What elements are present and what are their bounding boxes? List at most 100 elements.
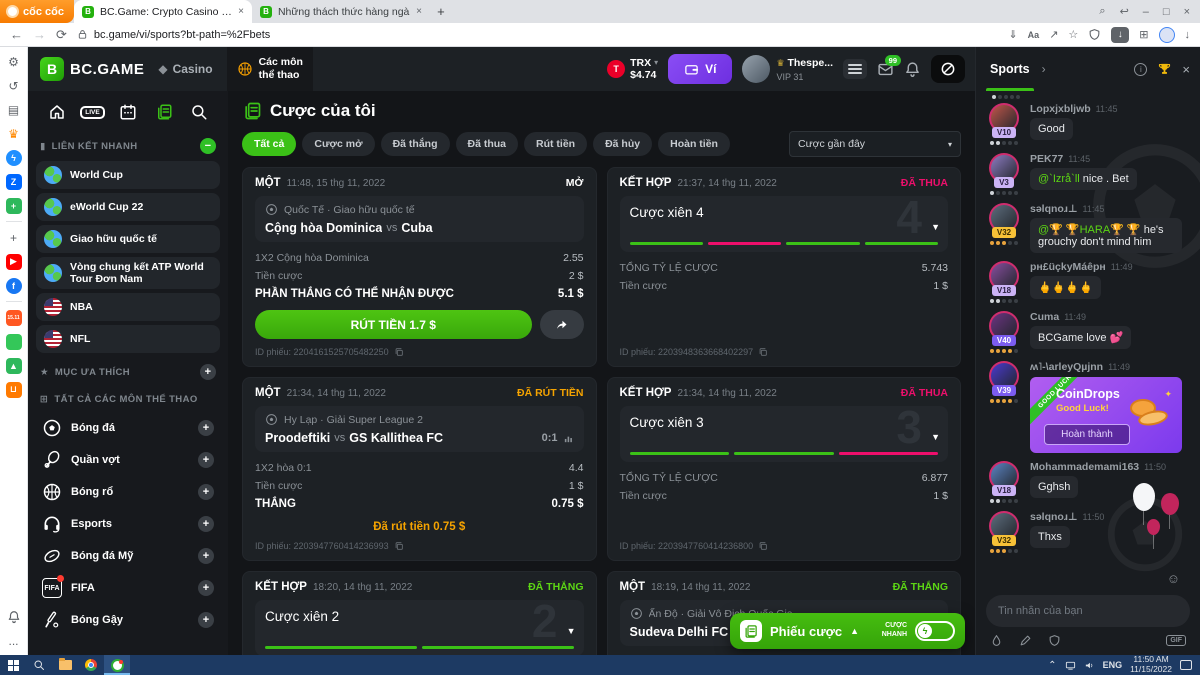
share-bet-button[interactable] — [539, 310, 584, 339]
filter-tab-2[interactable]: Đã thắng — [380, 132, 450, 156]
expand-caret-icon[interactable]: ▼ — [931, 432, 940, 442]
bet-card-3[interactable]: KẾT HỢP 21:34, 14 thg 11, 2022 ĐÃ THUA Cư… — [606, 377, 961, 561]
chat-bubble[interactable]: BCGame love 💕 — [1030, 326, 1132, 349]
copy-icon[interactable] — [394, 347, 404, 357]
copy-icon[interactable] — [394, 541, 404, 551]
chat-toggle-button[interactable] — [931, 55, 965, 83]
parlay-box[interactable]: Cược xiên 3 3 ▼ — [619, 401, 948, 462]
clock[interactable]: 11:50 AM 11/15/2022 — [1130, 654, 1172, 674]
chrome-button[interactable] — [78, 655, 104, 675]
expand-icon[interactable]: + — [198, 484, 214, 500]
facebook-icon[interactable]: f — [5, 277, 22, 294]
filter-tab-4[interactable]: Rút tiền — [524, 132, 588, 156]
sidebar-home-icon[interactable] — [46, 101, 68, 123]
extensions-icon[interactable]: ⊞ — [1139, 29, 1149, 41]
download-active-icon[interactable]: ↓ — [1111, 26, 1130, 43]
filter-tab-6[interactable]: Hoàn tiền — [658, 132, 730, 156]
filter-tab-5[interactable]: Đã hủy — [593, 132, 653, 156]
tab-close-icon[interactable]: × — [416, 6, 422, 17]
emoji-icon[interactable]: ☺ — [1166, 571, 1180, 586]
bet-card-4[interactable]: KẾT HỢP 18:20, 14 thg 11, 2022 ĐÃ THẮNG C… — [242, 571, 597, 655]
copy-icon[interactable] — [758, 541, 768, 551]
forward-button[interactable]: → — [33, 27, 46, 42]
rain-icon[interactable] — [990, 634, 1003, 647]
education-icon[interactable]: ▲ — [5, 357, 22, 374]
info-icon[interactable]: i — [1134, 62, 1148, 76]
zalo-icon[interactable]: Z — [5, 173, 22, 190]
reader-icon[interactable]: ▤ — [7, 102, 20, 117]
expand-icon[interactable]: + — [198, 452, 214, 468]
chevron-right-icon[interactable]: › — [1041, 62, 1046, 76]
gamepad-icon[interactable]: + — [5, 197, 22, 214]
battery-icon[interactable] — [5, 333, 22, 350]
gif-icon[interactable]: GIF — [1166, 635, 1186, 646]
expand-icon[interactable]: + — [198, 580, 214, 596]
network-icon[interactable] — [1065, 660, 1076, 671]
sidebar-live-icon[interactable]: LIVE — [80, 101, 105, 123]
match-box[interactable]: Hy Lạp · Giải Super League 2 Proodeftiki… — [255, 406, 584, 452]
cart-icon[interactable]: ⊔ — [5, 381, 22, 398]
sale-15-11-icon[interactable]: 15.11 — [5, 309, 22, 326]
menu-button[interactable] — [843, 59, 867, 79]
chat-bubble[interactable]: Thxs — [1030, 526, 1070, 548]
window-maximize-button[interactable]: □ — [1162, 5, 1170, 18]
bet-card-2[interactable]: MỘT 21:34, 14 thg 11, 2022 ĐÃ RÚT TIỀN Hy… — [242, 377, 597, 561]
quick-link-1[interactable]: eWorld Cup 22 — [36, 193, 220, 221]
add-icon[interactable]: + — [9, 230, 17, 245]
coccoc-button[interactable] — [104, 655, 130, 675]
stats-icon[interactable] — [563, 433, 574, 444]
chat-bubble[interactable]: @`Izrå`ll nice . Bet — [1030, 168, 1137, 190]
expand-icon[interactable]: + — [198, 612, 214, 628]
reload-button[interactable]: ⟳ — [56, 26, 67, 42]
trophy-icon[interactable] — [1157, 62, 1172, 77]
add-favorite-button[interactable]: + — [200, 364, 216, 380]
translate-icon[interactable]: Aa — [1027, 29, 1040, 40]
taskbar-search-button[interactable] — [26, 655, 52, 675]
parlay-box[interactable]: Cược xiên 2 2 ▼ — [255, 595, 584, 655]
sidebar-sport-0[interactable]: Bóng đá + — [36, 412, 220, 444]
match-box[interactable]: Quốc Tế · Giao hữu quốc tế Cộng hòa Domi… — [255, 196, 584, 242]
coindrops-claim-button[interactable]: Hoàn thành — [1044, 424, 1130, 445]
window-close-button[interactable]: × — [1183, 5, 1190, 18]
collapse-button[interactable]: − — [200, 138, 216, 154]
cashout-button[interactable]: RÚT TIỀN 1.7 $ — [255, 310, 532, 339]
expand-icon[interactable]: + — [198, 420, 214, 436]
messenger-icon[interactable]: ϟ — [5, 149, 22, 166]
nav-sports[interactable]: Các môn thể thao — [226, 47, 313, 91]
back-button[interactable]: ← — [10, 27, 23, 42]
tray-chevron-icon[interactable]: ⌃ — [1048, 659, 1057, 671]
profile-icon[interactable] — [1158, 26, 1175, 43]
notifications-button[interactable] — [904, 61, 921, 78]
sidebar-search-icon[interactable] — [188, 101, 210, 123]
chat-rules-icon[interactable] — [1019, 634, 1032, 647]
coccoc-brand[interactable]: cốc cốc — [0, 0, 74, 23]
user-profile[interactable]: ♛ Thespe... VIP 31 — [742, 54, 833, 84]
username[interactable]: Mohammademami163 — [1030, 461, 1140, 473]
expand-caret-icon[interactable]: ▼ — [566, 626, 576, 636]
quick-bet-toggle[interactable]: ϟ — [915, 621, 955, 641]
expand-icon[interactable]: + — [198, 548, 214, 564]
tab-search-icon[interactable]: ⌕ — [1099, 5, 1106, 17]
share-icon[interactable]: ↗ — [1049, 29, 1059, 41]
nav-casino[interactable]: ◆ Casino — [158, 62, 213, 76]
sidebar-sport-5[interactable]: FIFA FIFA + — [36, 572, 220, 604]
url-field[interactable]: bc.game/vi/sports?bt-path=%2Fbets — [77, 29, 999, 41]
username[interactable]: Lopxjxbljwb — [1030, 103, 1091, 115]
username[interactable]: sәlqnoɹ⊥ — [1030, 511, 1078, 523]
youtube-icon[interactable]: ▶ — [5, 253, 22, 270]
expand-caret-icon[interactable]: ▼ — [931, 222, 940, 232]
sidebar-sport-4[interactable]: Bóng đá Mỹ + — [36, 540, 220, 572]
chat-bubble[interactable]: Gghsh — [1030, 476, 1079, 498]
parlay-box[interactable]: Cược xiên 4 4 ▼ — [619, 191, 948, 252]
username[interactable]: PEK77 — [1030, 153, 1064, 165]
shield-icon[interactable] — [1088, 28, 1101, 41]
currency-selector[interactable]: T TRX ▾ $4.74 — [607, 57, 658, 81]
copy-icon[interactable] — [758, 347, 768, 357]
browser-tab-1[interactable]: B Những thách thức hàng ngà × — [252, 0, 430, 23]
tab-close-icon[interactable]: × — [238, 6, 244, 17]
sidebar-sport-6[interactable]: Bóng Gậy + — [36, 604, 220, 636]
new-tab-button[interactable]: + — [437, 4, 445, 19]
expand-icon[interactable]: + — [198, 516, 214, 532]
browser-tab-0[interactable]: B BC.Game: Crypto Casino Gan × — [73, 0, 252, 23]
coindrops-card[interactable]: GOOD LUCK CoinDrops Good Luck! ✦ Hoàn thà… — [1030, 377, 1182, 453]
